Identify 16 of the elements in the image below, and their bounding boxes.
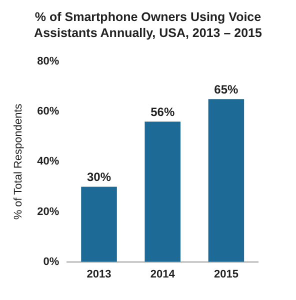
bar — [144, 122, 180, 262]
x-tick-label: 2015 — [214, 268, 238, 281]
data-label: 65% — [214, 82, 239, 97]
y-axis-title: % of Total Respondents — [12, 103, 25, 220]
y-tick-label: 80% — [37, 56, 60, 68]
data-label: 56% — [150, 105, 175, 120]
x-tick-label: 2013 — [86, 268, 112, 281]
y-tick-label: 20% — [37, 206, 60, 218]
chart-title: % of Smartphone Owners Using Voice Assistants Annually, USA, 2013 – 2015 — [33, 9, 263, 42]
x-tick-label: 2014 — [150, 268, 176, 281]
y-tick-label: 40% — [37, 156, 60, 168]
y-tick-label: 60% — [37, 106, 60, 118]
y-tick-label: 0% — [43, 256, 60, 268]
bar — [81, 186, 117, 262]
bar — [208, 99, 244, 262]
data-label: 30% — [87, 170, 112, 184]
